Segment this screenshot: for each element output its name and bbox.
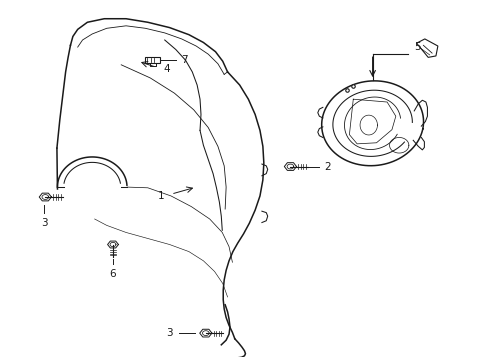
- Text: 1: 1: [158, 191, 164, 201]
- Text: 3: 3: [166, 328, 173, 338]
- Text: 2: 2: [324, 162, 330, 171]
- Text: 7: 7: [180, 55, 187, 65]
- Text: 3: 3: [41, 217, 47, 228]
- Bar: [145, 57, 160, 63]
- Text: 6: 6: [109, 269, 116, 279]
- Text: 5: 5: [413, 42, 420, 53]
- Text: 4: 4: [163, 64, 169, 75]
- Polygon shape: [416, 39, 437, 57]
